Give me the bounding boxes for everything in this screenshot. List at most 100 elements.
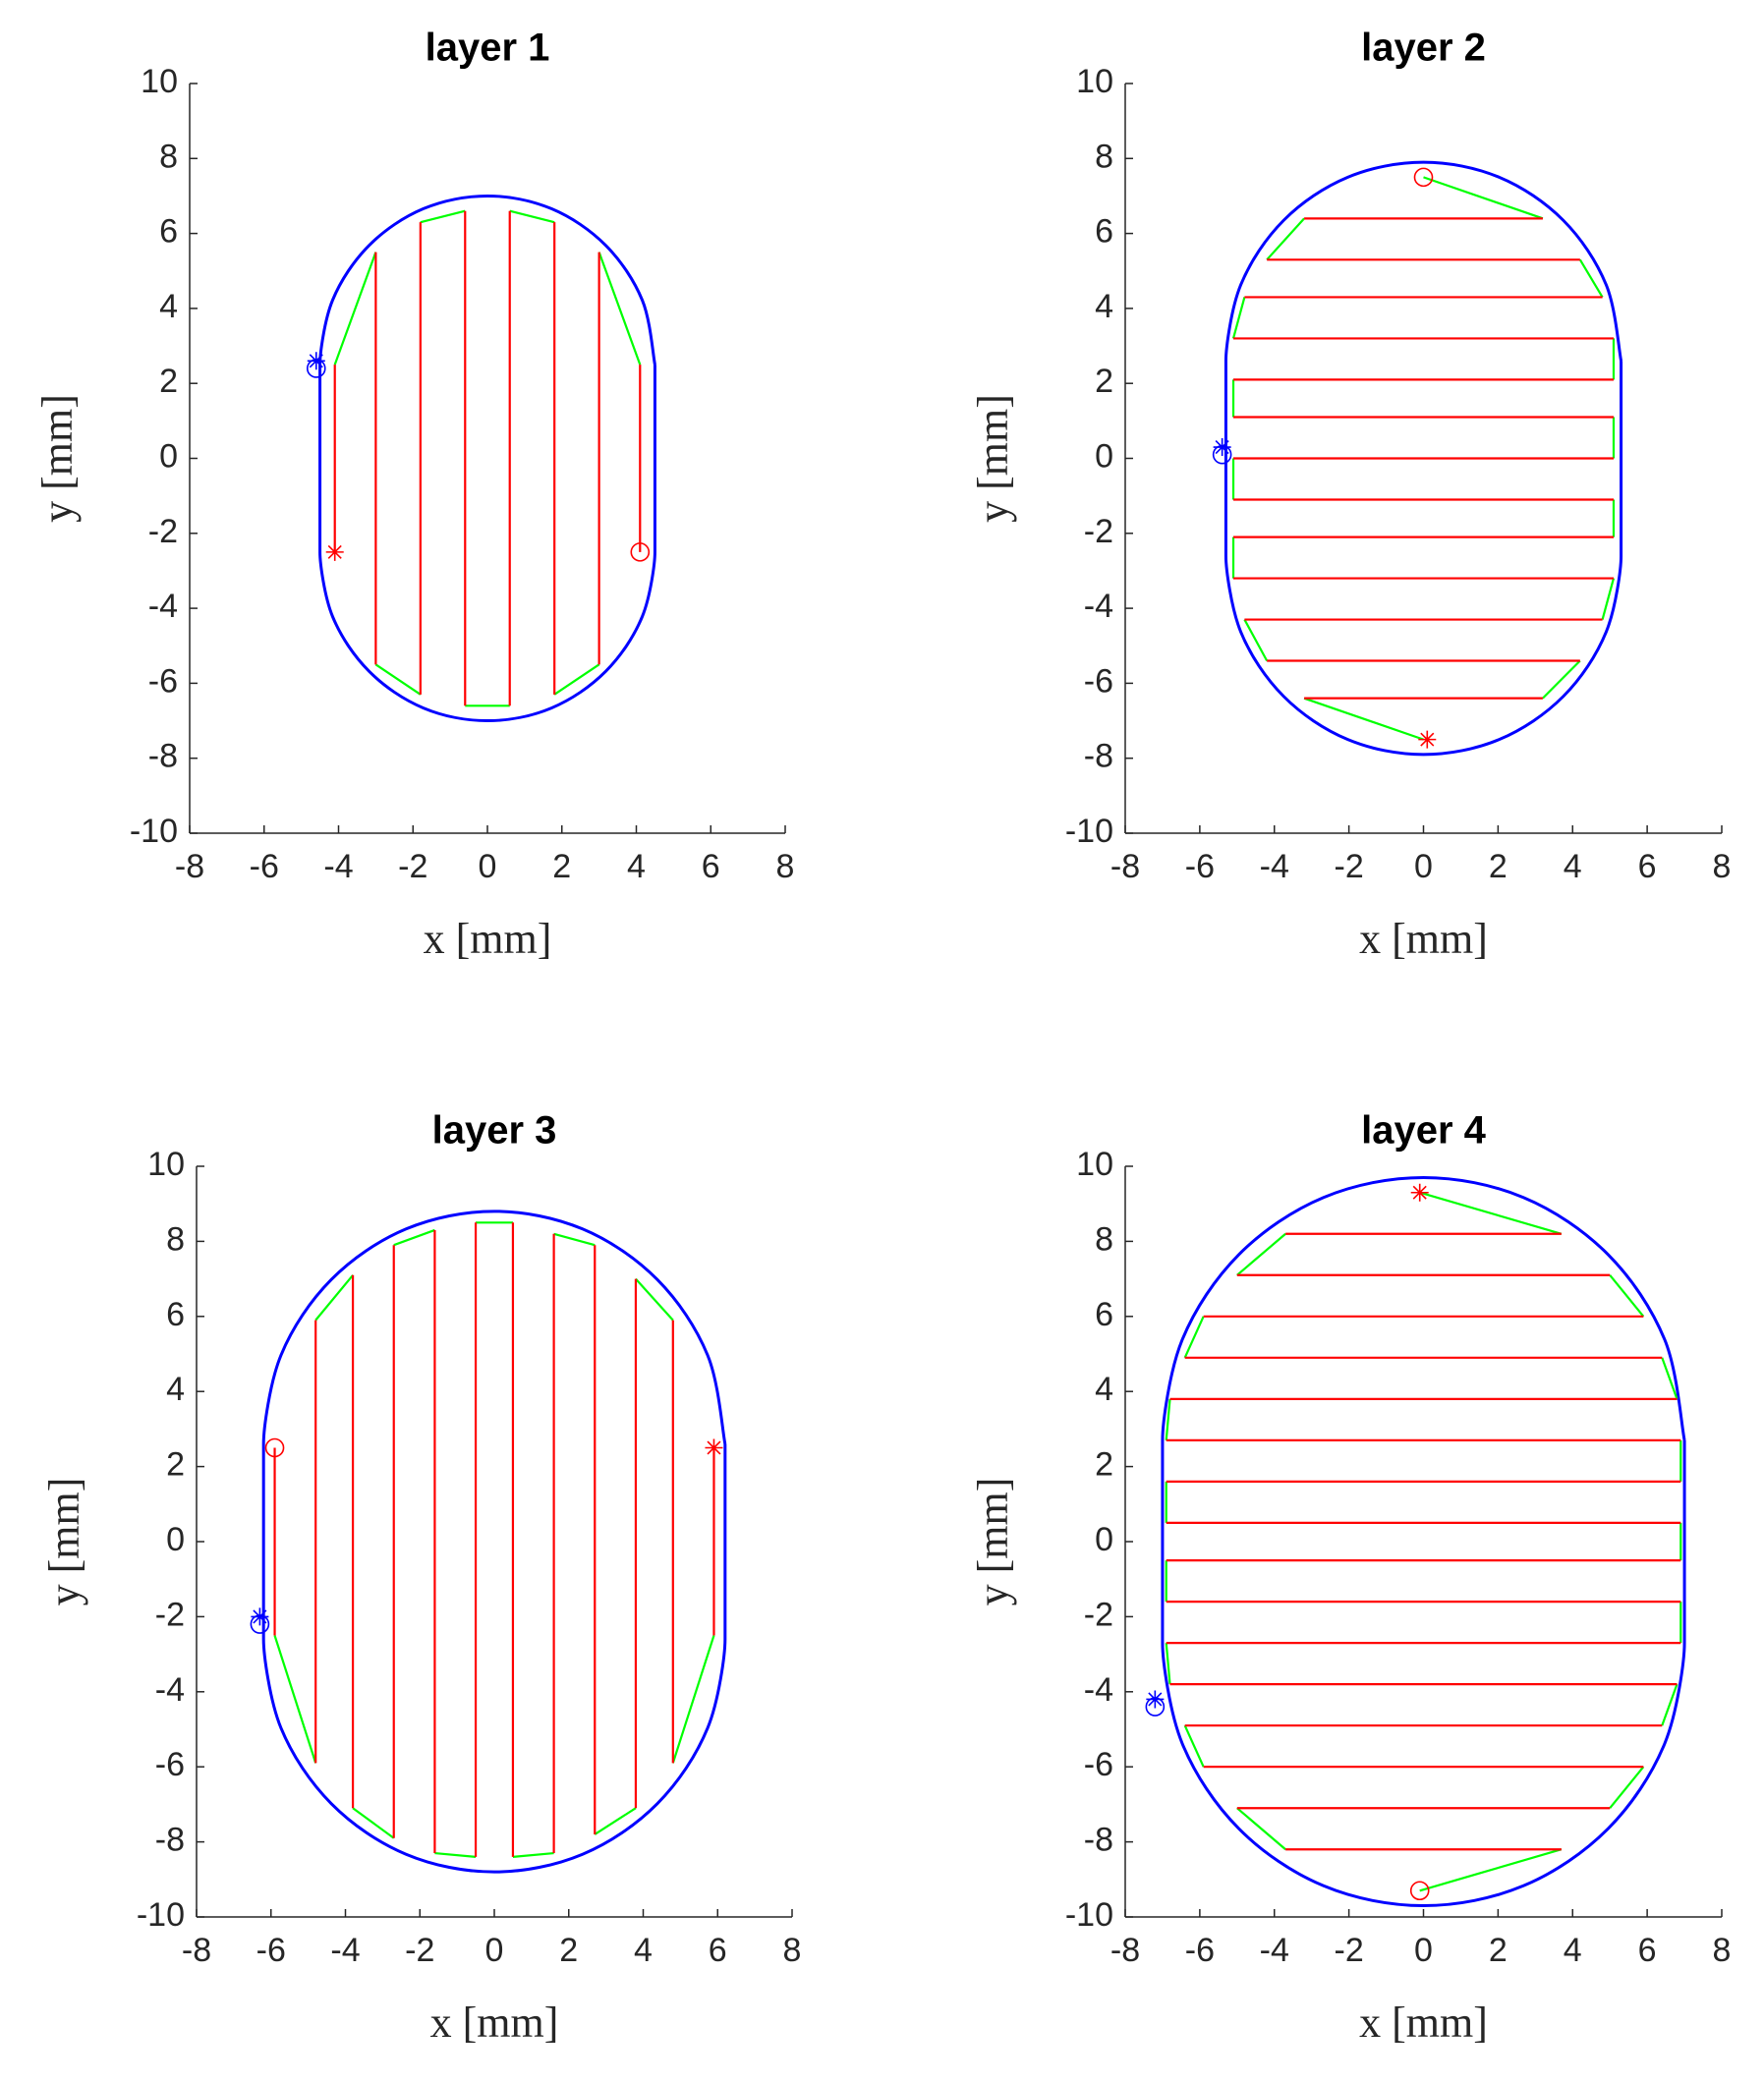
y-tick-label: 8 [1095, 138, 1113, 175]
x-tick-label: -8 [1110, 1932, 1140, 1969]
y-axis-label: y [mm] [33, 394, 82, 523]
y-tick-label: 4 [159, 288, 178, 325]
x-tick-label: 8 [783, 1932, 802, 1969]
y-tick-label: -2 [1084, 1596, 1113, 1633]
marker-circle [1212, 444, 1232, 465]
marker-circle [250, 1614, 270, 1634]
x-axis-label: x [mm] [430, 1999, 559, 2047]
x-axis-label: x [mm] [1359, 1999, 1488, 2047]
y-tick-label: -2 [148, 513, 178, 550]
x-tick-label: -2 [1335, 848, 1364, 885]
boundary-line [1161, 1175, 1686, 1908]
x-axis-label: x [mm] [424, 915, 552, 963]
x-tick-label: 6 [1638, 848, 1657, 885]
y-tick-label: 0 [1095, 437, 1113, 475]
path-line [333, 210, 642, 706]
marker-star [705, 1438, 723, 1457]
y-tick-label: 10 [147, 1146, 185, 1183]
y-tick-label: 2 [1095, 1446, 1113, 1484]
marker-circle [264, 1437, 285, 1458]
x-tick-label: 0 [1414, 1932, 1433, 1969]
y-tick-label: -10 [1065, 813, 1113, 850]
chart-title: layer 1 [426, 27, 550, 70]
y-axis-label: y [mm] [969, 1478, 1017, 1606]
y-tick-label: 10 [1076, 1146, 1113, 1183]
path-line [273, 1221, 715, 1858]
x-tick-label: 6 [709, 1932, 727, 1969]
y-tick-label: 4 [1095, 1371, 1113, 1408]
y-tick-label: -10 [137, 1896, 185, 1934]
y-tick-label: -6 [155, 1746, 185, 1783]
y-tick-label: 0 [1095, 1521, 1113, 1558]
y-tick-label: -8 [155, 1822, 185, 1859]
y-tick-label: -8 [1084, 738, 1113, 775]
y-tick-label: -6 [1084, 662, 1113, 700]
y-tick-label: -8 [1084, 1822, 1113, 1859]
x-tick-label: 8 [1713, 1932, 1732, 1969]
y-tick-label: 2 [1095, 363, 1113, 400]
y-tick-label: -6 [1084, 1746, 1113, 1783]
x-tick-label: 8 [776, 848, 795, 885]
path-line [1165, 1191, 1682, 1892]
marker-star [1418, 730, 1437, 749]
y-tick-label: -10 [130, 813, 178, 850]
marker-circle [1145, 1697, 1166, 1717]
y-tick-label: -8 [148, 738, 178, 775]
y-tick-label: 2 [159, 363, 178, 400]
y-tick-label: 8 [1095, 1220, 1113, 1258]
y-tick-label: 0 [159, 437, 178, 475]
x-tick-label: 0 [479, 848, 497, 885]
x-tick-label: -4 [1260, 848, 1289, 885]
path-line [1166, 1232, 1681, 1851]
y-axis-label: y [mm] [969, 394, 1017, 523]
y-tick-label: 6 [1095, 1296, 1113, 1333]
x-tick-label: -4 [1260, 1932, 1289, 1969]
y-axis-label: y [mm] [40, 1478, 88, 1606]
marker-circle [1409, 1881, 1430, 1901]
x-tick-label: -8 [175, 848, 204, 885]
y-tick-label: -4 [148, 588, 178, 625]
marker-star [1146, 1690, 1165, 1709]
x-tick-label: 4 [1564, 848, 1582, 885]
path-line [1233, 217, 1614, 700]
y-tick-label: 0 [166, 1521, 185, 1558]
y-tick-label: 10 [141, 63, 178, 100]
marker-circle [306, 359, 326, 378]
y-tick-label: -2 [155, 1596, 185, 1633]
path-line [273, 1222, 715, 1857]
marker-circle [1413, 167, 1434, 188]
x-tick-label: 0 [1414, 848, 1433, 885]
y-tick-label: 6 [166, 1296, 185, 1333]
x-tick-label: 2 [1489, 1932, 1508, 1969]
marker-star [1410, 1183, 1429, 1202]
x-tick-label: 4 [1564, 1932, 1582, 1969]
x-tick-label: 6 [702, 848, 720, 885]
x-tick-label: 8 [1713, 848, 1732, 885]
x-tick-label: -4 [330, 1932, 360, 1969]
x-axis-label: x [mm] [1359, 915, 1488, 963]
y-tick-label: 2 [166, 1446, 185, 1484]
marker-star [307, 352, 325, 370]
y-tick-label: -10 [1065, 1896, 1113, 1934]
y-tick-label: -4 [1084, 1671, 1113, 1709]
chart-title: layer 3 [432, 1109, 557, 1153]
x-tick-label: -6 [1185, 1932, 1215, 1969]
x-tick-label: -2 [405, 1932, 434, 1969]
x-tick-label: 2 [559, 1932, 578, 1969]
y-tick-label: 6 [159, 213, 178, 251]
x-tick-label: -2 [398, 848, 427, 885]
marker-circle [630, 542, 651, 562]
chart-title: layer 2 [1361, 27, 1486, 70]
chart-title: layer 4 [1361, 1109, 1487, 1153]
boundary-line [318, 194, 656, 723]
y-tick-label: 4 [166, 1371, 185, 1408]
x-tick-label: 2 [1489, 848, 1508, 885]
boundary-line [261, 1210, 727, 1874]
x-tick-label: 0 [485, 1932, 504, 1969]
